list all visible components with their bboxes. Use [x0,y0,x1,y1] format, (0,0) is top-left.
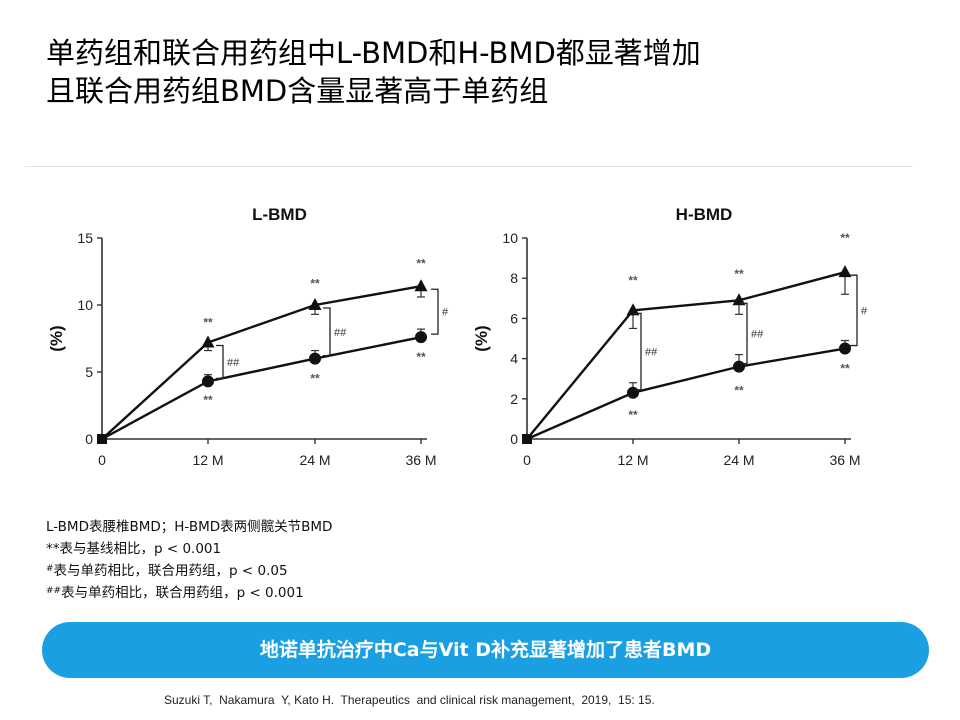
slide-title: 单药组和联合用药组中L-BMD和H-BMD都显著增加 且联合用药组BMD含量显著… [46,34,926,110]
y-tick-label: 8 [510,270,518,286]
series-line-combination [101,285,422,440]
significance-label: ** [628,273,638,287]
bracket-label: # [861,305,868,317]
x-tick-label: 24 M [723,452,754,468]
significance-label: ** [203,315,213,329]
bracket-label: ## [751,328,764,340]
x-tick-label: 36 M [829,452,860,468]
significance-label: ** [310,372,320,386]
title-line-2: 且联合用药组BMD含量显著高于单药组 [46,74,549,108]
x-tick-label: 0 [523,452,531,468]
bracket-label: # [442,307,449,319]
reference-citation: Suzuki T, Nakamura Y, Kato H. Therapeuti… [164,693,655,707]
comparison-bracket [323,307,331,357]
bracket-label: ## [334,327,347,339]
y-tick-label: 10 [502,230,518,246]
x-tick-label: 12 M [192,452,223,468]
triangle-marker [414,279,428,292]
x-tick-label: 24 M [299,452,330,468]
significance-label: ** [734,267,744,281]
series-line-single [526,347,846,441]
chart-title: L-BMD [252,205,307,224]
bracket-label: ## [645,347,658,359]
circle-marker [839,342,851,355]
footnote: ##表与单药相比，联合用药组，p < 0.001 [46,585,304,601]
triangle-marker [732,293,746,306]
y-tick-label: 4 [510,351,518,367]
bracket-label: ## [227,357,240,369]
y-tick-label: 0 [85,431,93,447]
circle-marker [202,375,214,388]
significance-label: ** [416,350,426,364]
triangle-marker [201,335,215,348]
x-tick-label: 12 M [617,452,648,468]
significance-label: ** [628,408,638,422]
significance-label: ** [310,277,320,291]
l-bmd-chart: L-BMD (%) 0 5 10 15 0 12 M 24 M 36 M ** ** ** ** ** ** #… [47,205,449,468]
h-bmd-chart: H-BMD (%) 0 2 4 6 8 10 0 12 M 24 M 36 M ** ** ** ** ** **… [472,205,868,468]
comparison-bracket [216,344,224,380]
triangle-marker [838,265,852,278]
y-tick-label: 15 [77,230,93,246]
y-axis-label: (%) [472,325,491,351]
comparison-bracket [850,274,858,347]
y-tick-label: 5 [85,364,93,380]
series-line-single [101,335,422,441]
comparison-bracket [740,302,748,365]
significance-label: ** [840,231,850,245]
y-tick-label: 2 [510,391,518,407]
circle-marker [733,360,745,373]
footnote: **表与基线相比，p < 0.001 [46,541,222,557]
circle-marker [415,331,427,344]
title-line-1: 单药组和联合用药组中L-BMD和H-BMD都显著增加 [46,36,701,70]
footnote: L-BMD表腰椎BMD；H-BMD表两侧髋关节BMD [46,519,333,535]
circle-marker [627,386,639,399]
conclusion-banner: 地诺单抗治疗中Ca与Vit D补充显著增加了患者BMD [42,622,929,678]
comparison-bracket [431,288,439,335]
triangle-marker [626,303,640,316]
significance-label: ** [734,384,744,398]
footnote: #表与单药相比，联合用药组，p < 0.05 [46,563,288,579]
x-tick-label: 36 M [405,452,436,468]
title-divider [25,166,913,167]
circle-marker [309,352,321,365]
y-tick-label: 0 [510,431,518,447]
series-line-combination [526,271,846,440]
comparison-bracket [634,312,642,391]
triangle-marker [308,298,322,310]
significance-label: ** [416,257,426,271]
chart-title: H-BMD [676,205,733,224]
footnotes: L-BMD表腰椎BMD；H-BMD表两侧髋关节BMD **表与基线相比，p < … [46,515,332,603]
y-tick-label: 6 [510,310,518,326]
x-tick-label: 0 [98,452,106,468]
significance-label: ** [203,393,213,407]
y-tick-label: 10 [77,297,93,313]
significance-label: ** [840,362,850,376]
y-axis-label: (%) [47,325,66,351]
